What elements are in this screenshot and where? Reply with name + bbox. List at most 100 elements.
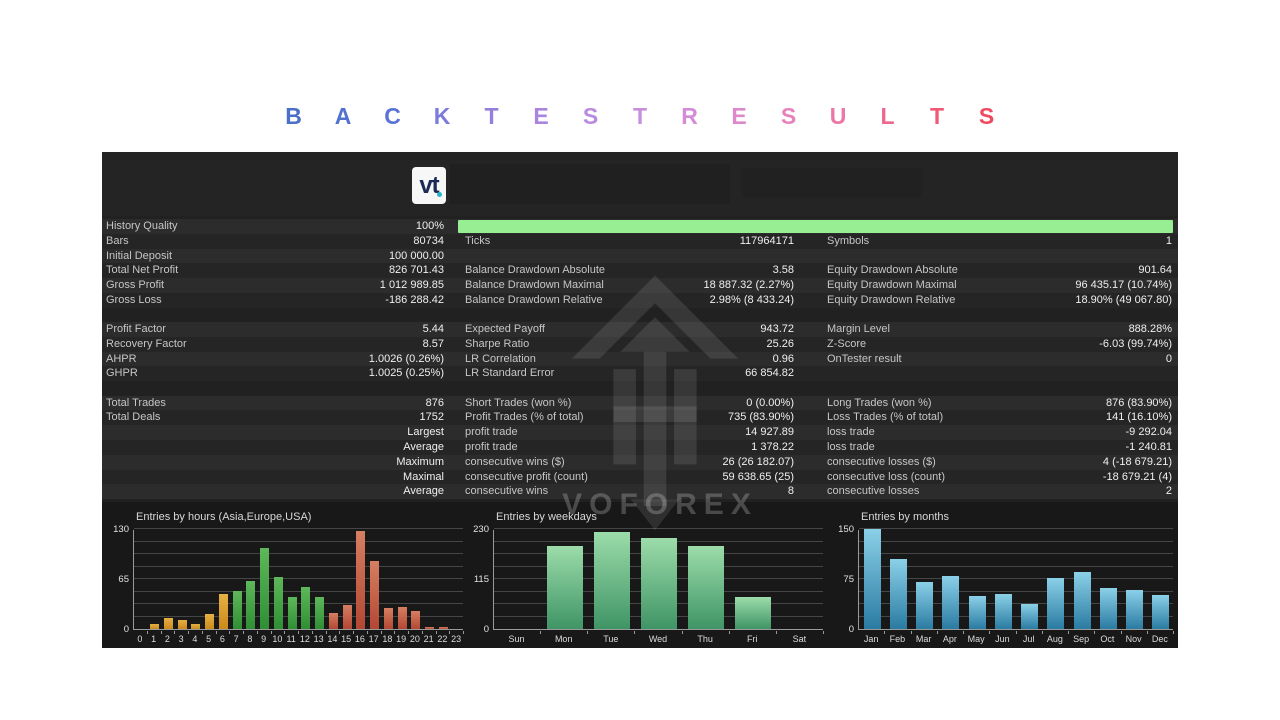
x-axis-tick-label: 0	[137, 634, 143, 644]
title-letter: B	[285, 103, 302, 129]
vt-logo: vt	[412, 167, 446, 204]
x-axis-tick-label: 13	[313, 634, 324, 644]
table-cell: profit trade 14 927.89	[458, 425, 818, 440]
x-axis-tick-label: 2	[164, 634, 170, 644]
stat-value: 0.96	[772, 352, 794, 365]
table-cell: Balance Drawdown Maximal 18 887.32 (2.27%…	[458, 278, 818, 293]
x-axis-tick	[884, 631, 886, 634]
header-faded-block	[742, 168, 922, 198]
x-axis-tick-label: 17	[368, 634, 379, 644]
table-cell: Expected Payoff 943.72	[458, 322, 818, 337]
stat-value: 735 (83.90%)	[727, 411, 794, 424]
x-axis-tick-label: 15	[341, 634, 352, 644]
stat-value: 876	[425, 396, 444, 409]
stat-value: 80734	[413, 234, 444, 247]
y-axis-tick-label: 115	[473, 574, 489, 585]
table-row: Recovery Factor 8.57 Sharpe Ratio 25.26 Z-Sc…	[102, 336, 1178, 352]
table-cell: GHPR 1.0025 (0.25%)	[102, 366, 458, 381]
gridline	[134, 565, 463, 567]
x-axis-tick-label: Fri	[747, 634, 758, 644]
chart-bar	[163, 618, 173, 629]
x-axis-tick	[325, 631, 327, 634]
table-cell: Average	[102, 440, 458, 455]
chart-bar	[370, 560, 380, 629]
gridline	[859, 603, 1173, 604]
table-cell: Equity Drawdown Absolute 901.64	[818, 263, 1178, 278]
stat-label: Profit Trades (% of total)	[465, 411, 584, 424]
stat-value: -186 288.42	[385, 293, 444, 306]
table-cell: consecutive losses ($) 4 (-18 679.21)	[818, 455, 1178, 470]
x-axis-tick-label: 9	[261, 634, 267, 644]
x-axis-tick-label: Jan	[863, 634, 879, 644]
chart-bar	[273, 577, 283, 629]
table-cell: LR Standard Error 66 854.82	[458, 366, 818, 381]
table-cell: Average	[102, 484, 458, 499]
chart-bar	[942, 576, 960, 629]
table-row: Total Net Profit 826 701.43 Balance Drawdo…	[102, 263, 1178, 279]
x-axis-tick-label: Wed	[648, 634, 668, 644]
x-axis-tick	[188, 631, 189, 634]
x-axis-tick-label: Jun	[995, 634, 1010, 644]
table-cell	[818, 249, 1178, 264]
stat-label: Equity Drawdown Absolute	[827, 264, 958, 277]
chart-bar	[232, 590, 242, 629]
table-section: Profit Factor 5.44 Expected Payoff 943.72 Ma…	[102, 322, 1178, 382]
gridline	[134, 553, 463, 554]
stat-value: 25.26	[766, 337, 794, 350]
chart-plot-area	[493, 528, 823, 630]
chart-bar	[593, 532, 630, 629]
stat-label: Sharpe Ratio	[465, 337, 530, 350]
table-cell: OnTester result 0	[818, 352, 1178, 367]
x-axis-tick	[1094, 631, 1096, 634]
chart-bar	[150, 623, 160, 629]
x-axis-tick-label: 23	[451, 634, 462, 644]
x-axis-tick-label: 8	[247, 634, 253, 644]
x-axis-tick	[1146, 631, 1148, 634]
x-axis-tick-label: Tue	[603, 634, 619, 644]
stat-label: Balance Drawdown Maximal	[465, 279, 604, 292]
stat-label: GHPR	[106, 367, 138, 380]
y-axis-tick-label: 75	[843, 574, 854, 585]
title-letter: L	[880, 103, 895, 129]
title-letter: U	[829, 103, 847, 129]
chart-bar	[328, 612, 338, 629]
gridline	[134, 615, 463, 617]
x-axis-tick-label: 6	[219, 634, 225, 644]
table-cell: Largest	[102, 425, 458, 440]
stat-value: 1 378.22	[751, 440, 794, 453]
chart-bar	[1073, 571, 1091, 629]
stat-label: Total Trades	[106, 396, 166, 409]
stat-value: 96 435.17 (10.74%)	[1075, 279, 1172, 292]
stat-value: -18 679.21 (4)	[1102, 470, 1172, 483]
x-axis-tick-label: 21	[423, 634, 434, 644]
x-axis-tick	[1015, 631, 1017, 634]
stat-value: 1.0025 (0.25%)	[368, 367, 444, 380]
x-axis-tick	[160, 631, 162, 634]
stat-value: 1.0026 (0.26%)	[368, 352, 444, 365]
x-axis-tick	[936, 631, 938, 634]
x-axis-tick	[989, 631, 991, 634]
gridline	[134, 578, 463, 579]
x-axis-tick-label: 19	[396, 634, 407, 644]
stats-table: History Quality 100% Bars 80734 Ticks 1179641…	[102, 219, 1178, 513]
stat-value: 901.64	[1138, 264, 1172, 277]
y-axis-tick-label: 65	[118, 574, 129, 585]
gridline	[859, 590, 1173, 592]
gridline	[134, 528, 463, 529]
x-axis-tick-label: 18	[382, 634, 393, 644]
table-cell: Sharpe Ratio 25.26	[458, 337, 818, 352]
stat-value: 26 (26 182.07)	[722, 455, 794, 468]
y-axis-tick-label: 150	[838, 524, 854, 535]
chart-bar	[1152, 595, 1170, 629]
table-cell: AHPR 1.0026 (0.26%)	[102, 352, 458, 367]
y-axis-tick-label: 230	[473, 524, 489, 535]
x-axis-tick-label: Aug	[1046, 634, 1063, 644]
vt-logo-text: vt	[419, 171, 439, 199]
x-axis-tick	[910, 631, 912, 634]
table-cell: Ticks 117964171	[458, 234, 818, 249]
table-row: AHPR 1.0026 (0.26%) LR Correlation 0.96 OnTe…	[102, 351, 1178, 367]
x-axis-tick	[1120, 631, 1122, 634]
x-axis-tick-label: Feb	[889, 634, 906, 644]
x-axis-tick-label: 12	[299, 634, 310, 644]
